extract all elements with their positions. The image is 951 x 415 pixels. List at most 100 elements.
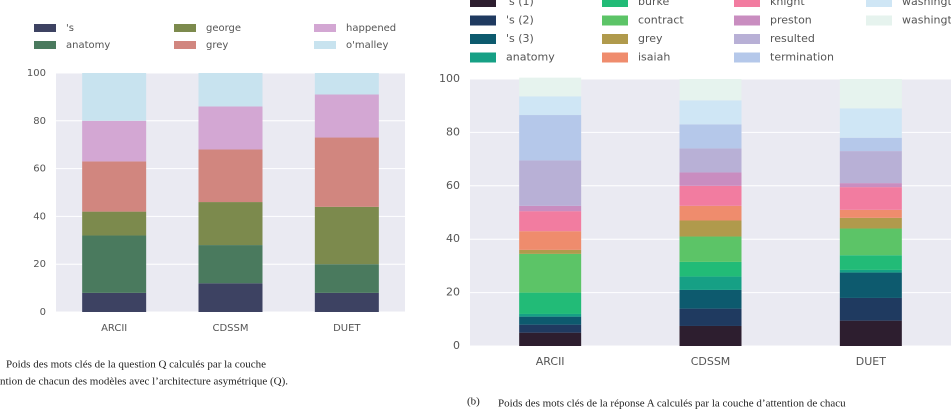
caption-line: Poids des mots clés de la question Q cal… <box>6 359 266 371</box>
legend-swatch <box>602 52 628 63</box>
legend-label: anatomy <box>506 51 555 64</box>
chart: 0 20 40 60 80 100 ARCII CDSSM DUET 's (1) 's (2) 's… <box>439 0 951 368</box>
legend-swatch <box>470 0 496 7</box>
legend-swatch <box>866 15 892 26</box>
legend-label: 's (2) <box>506 14 534 27</box>
bar-segment <box>82 292 147 312</box>
bar-segment <box>82 235 147 293</box>
bar-segment <box>679 205 742 221</box>
bar-segment <box>679 124 742 149</box>
caption-line: ntion de chacun des modèles avec l’archi… <box>0 376 288 388</box>
bar-segment <box>82 120 147 162</box>
legend-swatch <box>470 15 496 26</box>
bar-segment <box>82 73 147 121</box>
bar-segment <box>839 183 902 188</box>
x-tick-label: ARCII <box>536 355 565 368</box>
bar-segment <box>679 220 742 237</box>
y-tick-label: 100 <box>27 68 46 79</box>
bar-segment <box>679 185 742 206</box>
legend-swatch <box>174 24 196 32</box>
legend-swatch <box>314 41 336 49</box>
bar-segment <box>679 276 742 290</box>
y-tick-label: 60 <box>446 179 460 192</box>
bar-segment <box>839 79 902 109</box>
bar-segment <box>314 73 379 95</box>
x-tick-label: CDSSM <box>212 323 248 334</box>
legend-swatch <box>602 15 628 26</box>
bar-segment <box>519 160 582 206</box>
x-tick-label: ARCII <box>101 323 127 334</box>
legend-swatch <box>470 34 496 44</box>
bar-segment <box>198 245 263 284</box>
bar-segment <box>679 172 742 186</box>
y-tick-label: 80 <box>33 116 46 127</box>
legend-label: preston <box>770 14 812 27</box>
bar-segment <box>839 108 902 138</box>
y-tick-label: 80 <box>446 125 460 138</box>
legend-swatch <box>602 34 628 44</box>
bar-segment <box>679 148 742 173</box>
bar-segment <box>198 283 263 312</box>
bar-segment <box>198 202 263 246</box>
legend-swatch <box>34 24 56 32</box>
bar-segment <box>839 272 902 298</box>
legend-swatch <box>734 15 760 26</box>
bar-segment <box>519 211 582 232</box>
caption-label: (b) <box>467 396 480 408</box>
legend-label: grey <box>638 32 663 45</box>
legend-swatch <box>734 0 760 7</box>
bar-segment <box>519 332 582 346</box>
legend-label: george <box>206 23 241 34</box>
legend-swatch <box>470 52 496 63</box>
legend-label: isaiah <box>638 51 670 64</box>
x-tick-label: CDSSM <box>691 355 731 368</box>
legend-label: termination <box>770 51 834 64</box>
bar-segment <box>198 73 263 107</box>
x-tick-label: DUET <box>856 355 886 368</box>
legend-swatch <box>602 0 628 7</box>
bar-segment <box>519 96 582 116</box>
legend-label: washingthon (1) <box>902 0 951 8</box>
bar-segment <box>839 151 902 184</box>
bar-segment <box>519 253 582 293</box>
bar-segment <box>519 313 582 317</box>
y-tick-label: 20 <box>446 286 460 299</box>
bar-segment <box>839 255 902 270</box>
bar-segment <box>839 217 902 229</box>
y-tick-label: 0 <box>453 339 460 352</box>
bar-segment <box>839 187 902 210</box>
x-tick-label: DUET <box>333 323 361 334</box>
bar-segment <box>679 79 742 101</box>
bar-segment <box>519 115 582 161</box>
bar-segment <box>198 106 263 150</box>
bar-segment <box>82 211 147 236</box>
legend-swatch <box>734 34 760 44</box>
bar-segment <box>519 231 582 250</box>
bar-segment <box>314 206 379 265</box>
legend-label: anatomy <box>66 40 110 51</box>
legend-swatch <box>174 41 196 49</box>
bar-segment <box>679 289 742 309</box>
bar-segment <box>679 236 742 262</box>
bar-segment <box>839 137 902 152</box>
legend-label: 's (3) <box>506 32 534 45</box>
legend-label: burke <box>638 0 669 8</box>
legend-label: grey <box>206 40 228 51</box>
legend-label: resulted <box>770 32 815 45</box>
bar-segment <box>519 292 582 314</box>
bar-segment <box>839 209 902 218</box>
legend-label: o'malley <box>346 40 388 51</box>
bar-segment <box>839 269 902 273</box>
bar-segment <box>314 292 379 312</box>
legend-label: 's <box>66 23 74 34</box>
bar-segment <box>519 205 582 212</box>
caption-line: Poids des mots clés de la réponse A calc… <box>498 398 846 410</box>
legend-label: 's (1) <box>506 0 534 8</box>
legend-label: contract <box>638 14 684 27</box>
bar-segment <box>314 264 379 293</box>
legend-swatch <box>866 0 892 7</box>
bar-segment <box>519 316 582 325</box>
bar-segment <box>519 324 582 333</box>
